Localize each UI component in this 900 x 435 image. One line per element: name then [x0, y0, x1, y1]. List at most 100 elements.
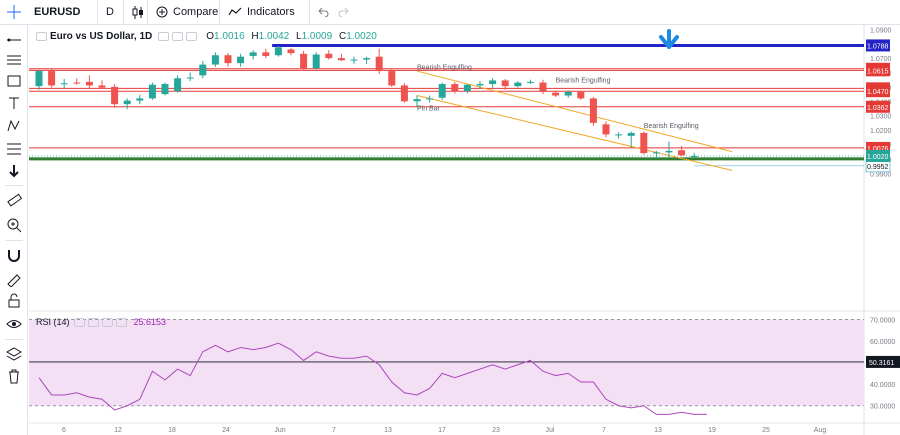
close-value: 1.0020 — [346, 31, 377, 42]
candle-body — [640, 132, 648, 154]
level-tag-label: 1.0788 — [867, 43, 889, 50]
candle-body — [111, 86, 119, 105]
candle-body — [627, 132, 635, 136]
indicators-icon — [228, 7, 242, 17]
rsi-eye-icon[interactable] — [73, 317, 85, 327]
fib-icon[interactable] — [6, 140, 22, 156]
rsi-close-icon[interactable] — [101, 317, 113, 327]
level-tag — [866, 100, 890, 113]
text-icon[interactable] — [6, 95, 22, 111]
candle-body — [48, 71, 56, 86]
undo-icon — [318, 7, 329, 17]
annotation-label: Bearish Engulfing — [644, 123, 699, 130]
candle-body — [337, 58, 345, 61]
lock-icon[interactable] — [6, 293, 22, 309]
rsi-legend-value: 25.6153 — [133, 317, 167, 327]
level-tag — [866, 85, 890, 98]
drawing-toolbar — [0, 25, 28, 435]
legend-settings-icon[interactable] — [172, 32, 184, 41]
layers-icon[interactable] — [5, 346, 23, 362]
candle-body — [60, 83, 68, 85]
level-tag — [866, 39, 890, 52]
candle-body — [237, 56, 245, 64]
price-tick-label: 0.9900 — [870, 171, 892, 178]
legend-title: Euro vs US Dollar, 1D — [50, 31, 153, 42]
time-tick-label: Jul — [546, 427, 555, 434]
candle-body — [678, 150, 686, 156]
compare-icon — [156, 6, 168, 18]
trash-icon[interactable] — [6, 368, 22, 384]
candle-body — [350, 59, 358, 61]
candle-body — [375, 56, 383, 72]
candle-body — [85, 81, 93, 86]
time-tick-label: 23 — [492, 427, 500, 434]
down-arrow-icon[interactable] — [6, 163, 22, 179]
candle-body — [186, 77, 194, 79]
candle-body — [35, 71, 43, 87]
rsi-level-tag — [866, 355, 900, 368]
channel-line-upper — [416, 70, 733, 153]
pattern-icon[interactable] — [6, 118, 22, 134]
open-label: O — [206, 31, 215, 42]
compare-button[interactable]: Compare — [148, 0, 220, 24]
price-chart[interactable]: 1.09001.07001.06001.05001.04001.03001.02… — [29, 25, 900, 435]
rsi-tick-label: 40.0000 — [870, 382, 895, 389]
candle-body — [249, 52, 257, 56]
candle-body — [476, 84, 484, 86]
rectangle-icon[interactable] — [6, 73, 22, 89]
horizontal-lines-icon[interactable] — [6, 52, 22, 68]
indicators-button[interactable]: Indicators — [220, 0, 310, 24]
candle-body — [539, 82, 547, 92]
candle-body — [463, 84, 471, 92]
candle-body — [577, 91, 585, 99]
candle-body — [652, 152, 660, 154]
candle-body — [552, 92, 560, 96]
level-tag-label: 1.0362 — [867, 105, 889, 112]
candle-body — [148, 84, 156, 99]
legend-close-icon[interactable] — [186, 32, 198, 41]
ruler-icon[interactable] — [6, 192, 23, 208]
high-label: H — [251, 31, 259, 42]
chart-type-button[interactable] — [124, 0, 148, 24]
magnet-icon[interactable] — [6, 247, 22, 263]
time-tick-label: Jun — [274, 427, 285, 434]
zoom-in-icon[interactable] — [6, 217, 22, 233]
candle-body — [438, 84, 446, 98]
time-tick-label: 6 — [62, 427, 66, 434]
legend-eye-icon[interactable] — [158, 32, 170, 41]
candle-body — [287, 49, 295, 54]
indicators-label: Indicators — [247, 6, 295, 18]
rsi-band — [29, 319, 864, 406]
candle-body — [262, 52, 270, 56]
interval-button[interactable]: D — [98, 0, 124, 24]
candle-body — [300, 53, 308, 69]
trend-line-icon[interactable] — [6, 32, 22, 48]
annotation-label: Bearish Engulfing — [556, 78, 611, 85]
candle-body — [413, 99, 421, 102]
eye-icon[interactable] — [6, 316, 22, 332]
rsi-tick-label: 70.0000 — [870, 317, 895, 324]
time-tick-label: 12 — [114, 427, 122, 434]
interval-label: D — [106, 6, 114, 18]
rsi-settings-icon[interactable] — [87, 317, 99, 327]
rsi-tick-label: 30.0000 — [870, 404, 895, 411]
rsi-level-label: 50.3161 — [869, 360, 894, 367]
lock-drawing-icon[interactable] — [6, 271, 22, 288]
rsi-more-icon[interactable] — [115, 317, 127, 327]
price-tick-label: 1.0700 — [870, 56, 892, 63]
candle-body — [211, 55, 219, 65]
legend-collapse-icon[interactable] — [36, 32, 47, 41]
rsi-legend: RSI (14) 25.6153 — [36, 317, 166, 327]
redo-button[interactable] — [330, 0, 350, 24]
candle-body — [426, 98, 434, 100]
level-tag-label: 1.0470 — [867, 89, 889, 96]
annotation-label: Pin Bar — [417, 106, 441, 113]
last-price-label: 1.0020 — [867, 154, 889, 161]
symbol-label: EURUSD — [34, 6, 81, 18]
symbol-search[interactable]: EURUSD — [0, 0, 98, 24]
crosshair-menu-icon[interactable] — [7, 5, 21, 19]
undo-button[interactable] — [310, 0, 330, 24]
low-label: L — [296, 31, 302, 42]
candle-body — [174, 78, 182, 92]
candle-body — [665, 150, 673, 153]
